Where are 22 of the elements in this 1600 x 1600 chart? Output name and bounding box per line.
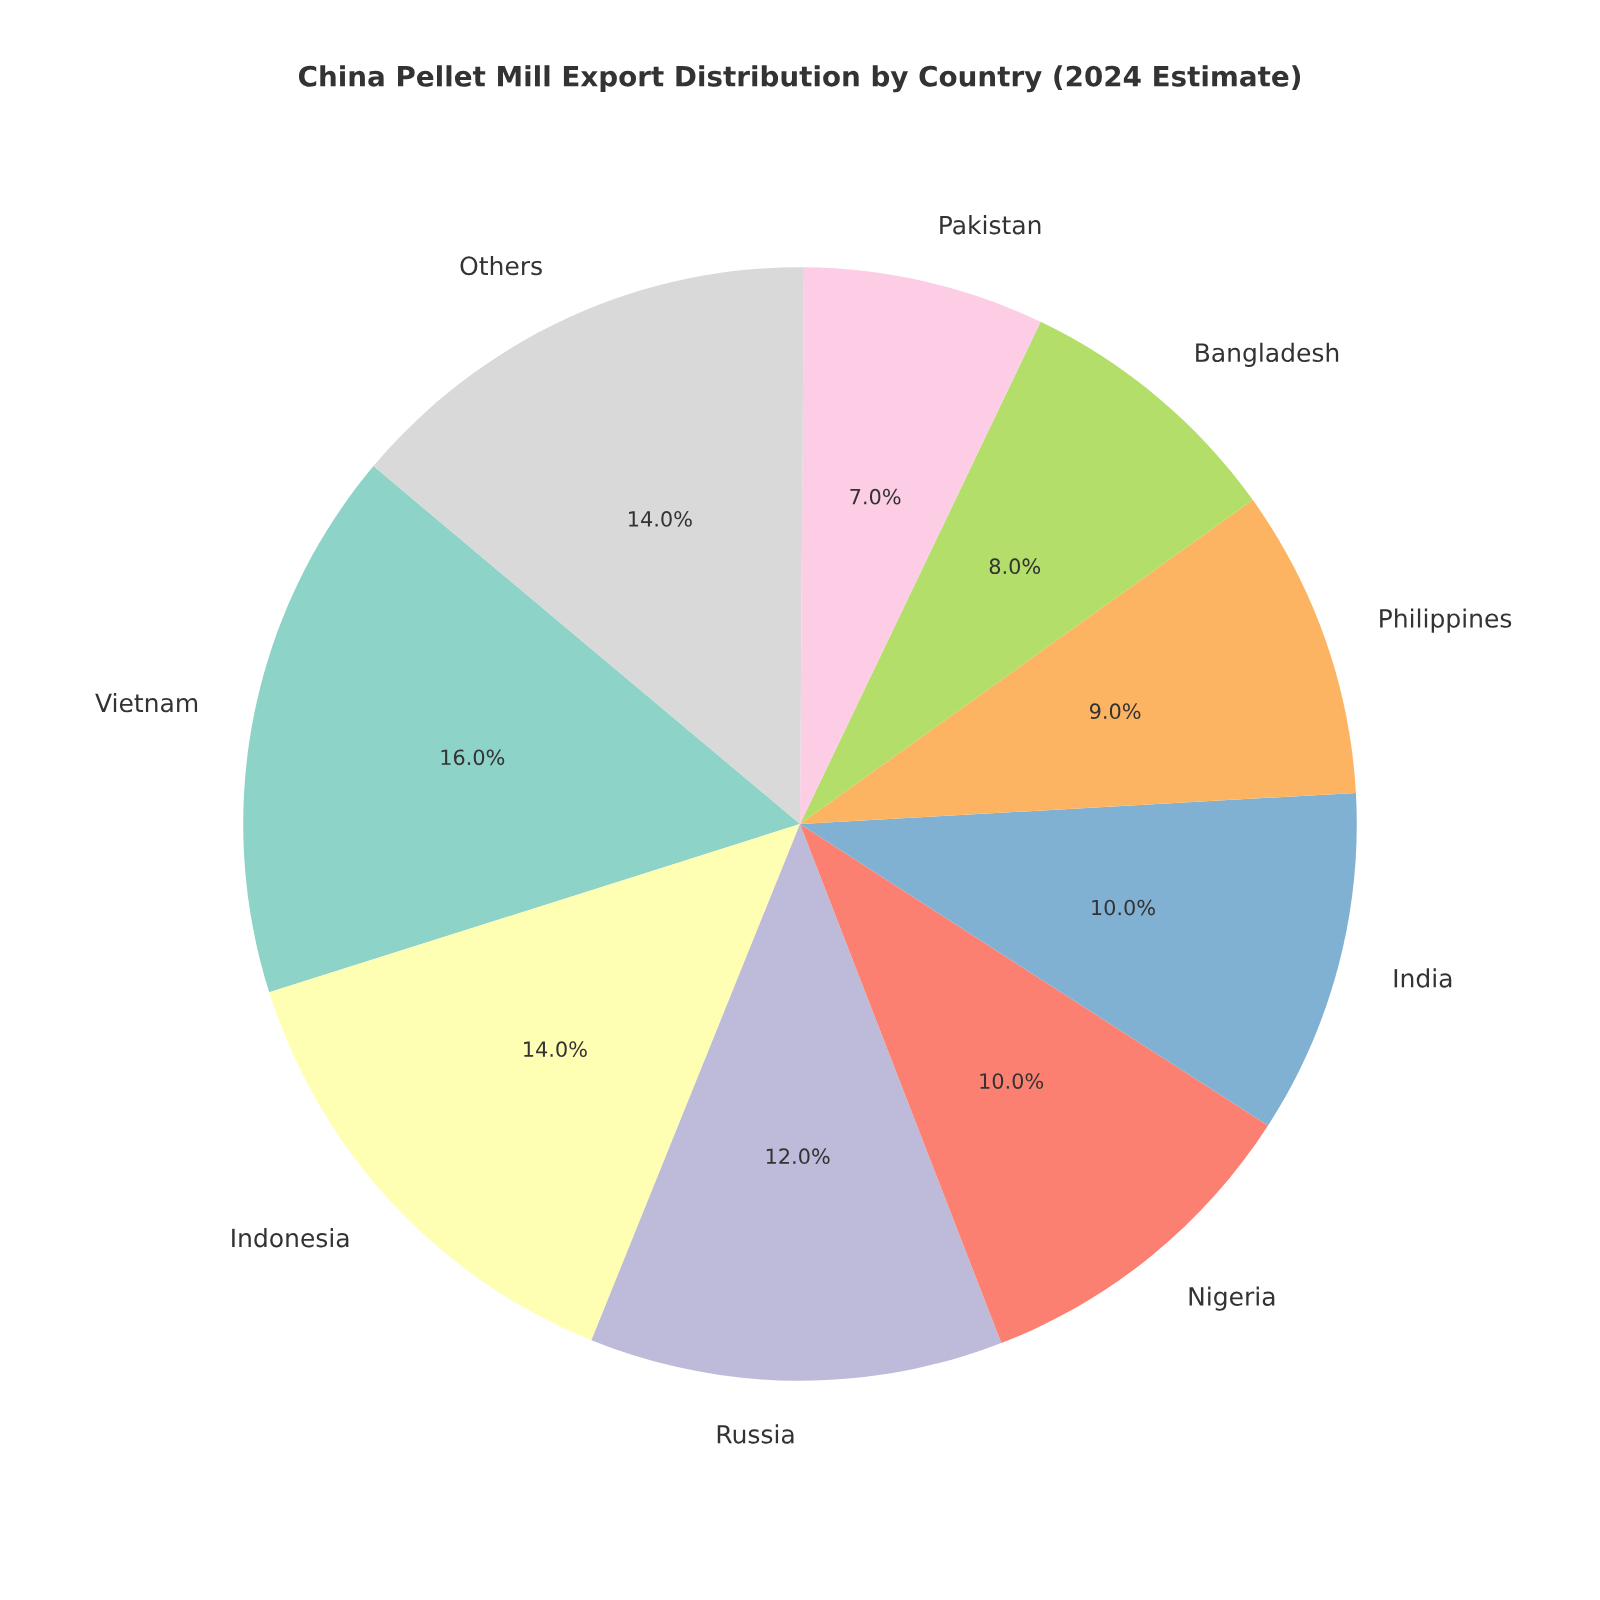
pie-slice xyxy=(800,267,1041,824)
data-label: 10.0% xyxy=(1092,899,1155,916)
slice-label: Russia xyxy=(717,1424,794,1444)
data-label: 7.0% xyxy=(850,488,901,505)
data-label: 12.0% xyxy=(766,1148,830,1165)
slice-label: India xyxy=(1394,968,1452,988)
slice-label: Others xyxy=(460,255,542,276)
data-label: 10.0% xyxy=(980,1073,1044,1089)
slice-label: Pakistan xyxy=(940,215,1041,235)
data-label: 8.0% xyxy=(989,558,1041,575)
pie-slice xyxy=(800,792,1357,1126)
pie-slice xyxy=(243,466,800,993)
data-label: 9.0% xyxy=(1089,703,1141,720)
slice-label: Vietnam xyxy=(95,692,198,713)
data-label: 14.0% xyxy=(629,511,692,527)
slice-label: Philippines xyxy=(1380,608,1512,633)
slice-label: Indonesia xyxy=(232,1228,349,1248)
slice-label: Bangladesh xyxy=(1196,342,1339,367)
slice-label: Nigeria xyxy=(1189,1286,1275,1311)
data-label: 14.0% xyxy=(524,1041,587,1058)
chart-title: China Pellet Mill Export Distribution by Country (2024 Estimate) xyxy=(298,65,1301,93)
data-label: 16.0% xyxy=(441,749,505,766)
